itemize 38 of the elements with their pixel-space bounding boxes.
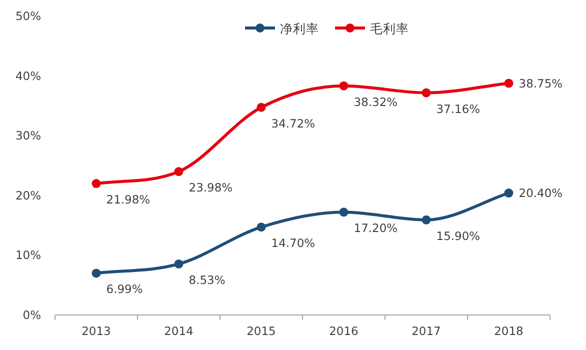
point xyxy=(174,259,184,268)
legend-label: 毛利率 xyxy=(370,21,409,36)
point xyxy=(504,78,514,88)
x-tick-label: 2014 xyxy=(164,324,194,338)
x-tick-label: 2015 xyxy=(246,324,276,338)
x-tick-label: 2016 xyxy=(329,324,358,338)
x-tick-label: 2017 xyxy=(412,324,441,338)
point xyxy=(422,215,431,224)
data-label: 14.70% xyxy=(271,236,316,250)
y-tick-label: 40% xyxy=(15,68,42,83)
point xyxy=(422,88,431,98)
data-label: 6.99% xyxy=(106,282,143,296)
data-label: 21.98% xyxy=(106,192,150,207)
y-tick-label: 10% xyxy=(15,248,42,262)
legend-label: 净利率 xyxy=(280,21,319,36)
data-label: 17.20% xyxy=(354,221,398,236)
y-tick-label: 20% xyxy=(15,188,42,202)
point xyxy=(256,222,266,232)
data-label: 8.53% xyxy=(188,272,226,287)
x-tick-label: 2013 xyxy=(82,324,111,338)
x-tick-label: 2018 xyxy=(494,324,524,338)
data-label: 34.72% xyxy=(271,116,316,130)
point xyxy=(339,208,348,217)
y-tick-label: 0% xyxy=(22,308,42,322)
data-label: 23.98% xyxy=(188,180,233,195)
point xyxy=(504,188,514,198)
point xyxy=(174,167,184,176)
data-label: 38.75% xyxy=(518,76,563,90)
data-label: 20.40% xyxy=(518,186,563,200)
point xyxy=(92,268,101,278)
y-tick-label: 30% xyxy=(15,128,42,143)
point xyxy=(92,179,101,188)
y-tick-label: 50% xyxy=(15,9,42,23)
data-label: 37.16% xyxy=(436,102,480,116)
data-label: 15.90% xyxy=(436,228,480,243)
point xyxy=(339,81,348,90)
data-label: 38.32% xyxy=(354,94,398,109)
point xyxy=(256,102,266,112)
